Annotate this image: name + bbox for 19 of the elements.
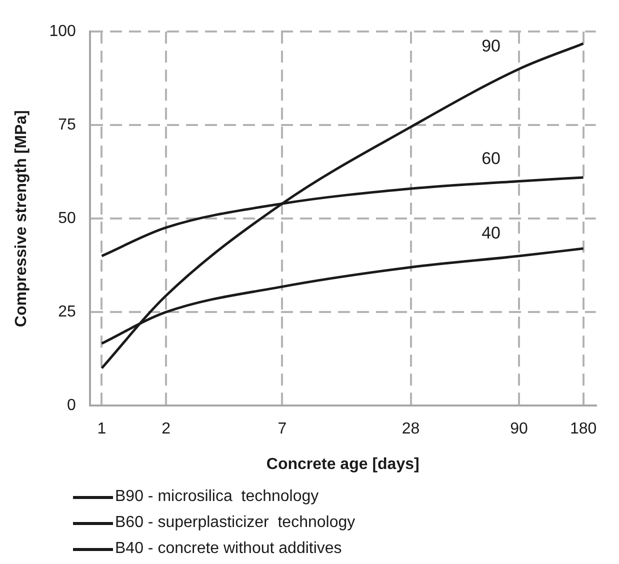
y-tick-label: 25	[58, 304, 76, 321]
y-axis-title: Compressive strength [MPa]	[13, 110, 30, 328]
x-tick-label: 28	[402, 420, 420, 438]
legend-label: B40 - concrete without additives	[115, 540, 342, 558]
y-tick-label: 50	[58, 210, 76, 228]
y-tick-label: 100	[49, 23, 76, 40]
x-tick-label: 1	[97, 420, 106, 438]
x-tick-label: 7	[278, 420, 287, 438]
x-axis-title: Concrete age [days]	[266, 456, 420, 473]
y-tick-label: 0	[66, 397, 76, 414]
annotation: 40	[482, 224, 500, 243]
x-tick-label: 2	[162, 420, 171, 438]
annotation: 60	[482, 148, 500, 168]
legend-label: B90 - microsilica technology	[115, 488, 319, 506]
legend-label: B60 - superplasticizer technology	[115, 514, 356, 532]
x-tick-label: 180	[570, 420, 597, 438]
y-tick-label: 75	[58, 116, 76, 134]
annotation: 90	[482, 36, 500, 56]
x-tick-label: 90	[510, 420, 528, 438]
